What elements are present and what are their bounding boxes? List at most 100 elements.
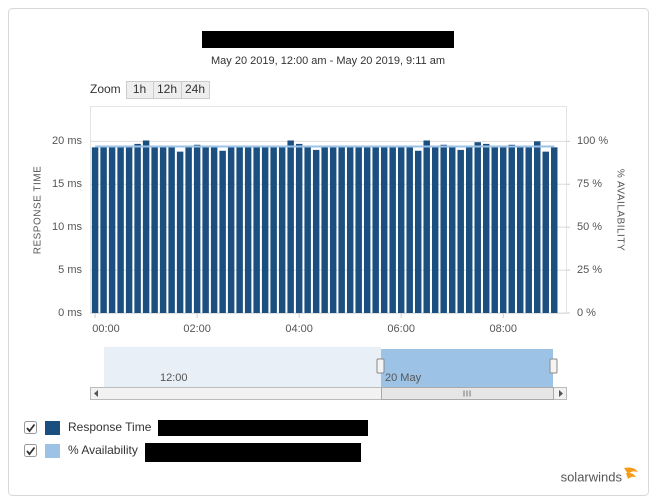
zoom-buttons: 1h 12h 24h [126,81,210,99]
subtitle: May 20 2019, 12:00 am - May 20 2019, 9:1… [211,55,445,67]
bar [244,147,252,313]
bar [312,149,320,313]
y2-tick-label: 75 % [577,178,602,190]
x-tick-label: 00:00 [92,323,120,335]
bar [525,147,532,313]
zoom-button-label[interactable]: 12h [157,82,177,96]
bar [219,150,226,313]
bar [380,147,388,313]
bar [236,147,243,313]
bar [142,140,150,313]
logo: solarwinds [561,469,623,484]
bar [346,147,354,313]
bar [474,142,481,313]
navigator-label: 20 May [385,372,422,384]
zoom-button-label[interactable]: 24h [185,82,205,96]
navigator-selection[interactable] [381,349,553,387]
zoom-button-label[interactable]: 1h [133,82,146,96]
bar [151,147,158,313]
bar [355,147,362,313]
bar [508,144,515,313]
legend-swatch [45,421,60,435]
bar [423,140,430,313]
y-tick-label: 10 ms [52,221,82,233]
bar [168,147,175,313]
y2-axis-title: % AVAILABILITY [614,169,625,251]
bar [363,147,371,313]
bar [108,147,116,313]
bar [397,147,405,313]
plot: 0 ms 5 ms 10 ms 15 ms 20 ms 0 % 25 % 50 % 75 % 10… [52,135,608,335]
y-axis-title: RESPONSE TIME [33,166,44,255]
redacted-value [145,443,361,462]
bar [431,147,439,313]
x-tick-label: 04:00 [285,323,313,335]
bar [176,151,184,313]
scroll-grip [463,390,471,397]
bar [210,147,218,313]
bar [295,143,303,313]
bar [465,147,473,313]
bar [278,147,286,313]
redacted-value [158,420,368,436]
x-tick-label: 06:00 [387,323,415,335]
x-tick-label: 02:00 [183,323,211,335]
bar [304,147,311,313]
bar [372,147,379,313]
checkmark[interactable] [26,423,36,433]
bar [329,147,337,313]
checkbox[interactable] [24,421,37,434]
bar [117,147,124,313]
bar [482,143,490,313]
bar [517,147,524,313]
x-tick-label: 08:00 [489,323,517,335]
bar [440,144,447,313]
checkmark[interactable] [26,446,36,456]
zoom-button[interactable] [181,81,210,99]
bar [414,150,422,313]
bar [253,147,260,313]
bar [287,140,294,313]
zoom-label: Zoom [90,82,121,96]
bar [406,147,413,313]
bar [491,147,498,313]
y2-tick-label: 100 % [577,135,608,147]
bar [534,141,541,313]
bar [134,143,141,313]
bar [542,151,549,313]
bar [321,147,328,313]
bar [457,149,464,313]
logo-flame [624,467,638,479]
y-tick-label: 5 ms [58,264,82,276]
y2-tick-label: 0 % [577,307,596,319]
checkbox[interactable] [24,444,37,457]
bar [261,147,269,313]
navigator-handle[interactable] [549,358,558,374]
bar [448,147,456,313]
bar [499,146,507,313]
legend-swatch [45,444,60,458]
bar [91,147,99,313]
navigator-handle[interactable] [376,358,385,374]
bar [202,147,209,313]
navigator-unselected [104,347,381,387]
bar [100,147,107,313]
bar [227,147,235,313]
bar [193,144,201,313]
y2-tick-label: 50 % [577,221,602,233]
legend: Response Time % Availability [24,420,152,458]
y-tick-label: 15 ms [52,178,82,190]
bar [125,147,133,313]
y2-tick-label: 25 % [577,264,602,276]
y-tick-label: 20 ms [52,135,82,147]
bar [185,147,192,313]
legend-label: Response Time [68,420,152,434]
bar [270,147,277,313]
bar [338,147,345,313]
navigator-label: 12:00 [160,372,188,384]
redacted-title [202,31,454,48]
bar [389,147,396,313]
bar [551,147,558,313]
